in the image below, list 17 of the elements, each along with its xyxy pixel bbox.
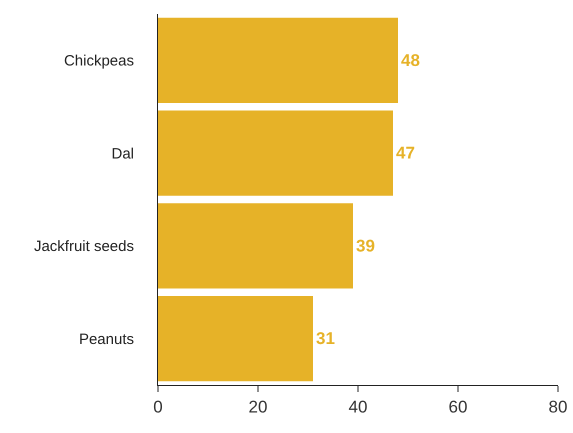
bar [158, 18, 398, 104]
y-tick-label: Peanuts [78, 330, 134, 348]
y-tick-label: Jackfruit seeds [34, 238, 134, 256]
x-tick-label: 20 [248, 397, 268, 416]
data-label: 39 [356, 236, 375, 256]
bar [158, 203, 353, 289]
x-tick-label: 40 [348, 397, 368, 416]
data-label: 48 [401, 50, 420, 70]
x-tick-label: 80 [548, 397, 568, 416]
data-label: 31 [316, 329, 335, 348]
bar [158, 296, 313, 382]
y-tick-label: Dal [111, 145, 134, 162]
bar [158, 110, 393, 196]
data-label: 47 [396, 144, 415, 163]
x-tick-label: 0 [153, 397, 163, 416]
y-tick-label: Chickpeas [64, 52, 134, 70]
x-tick-label: 60 [448, 397, 468, 416]
